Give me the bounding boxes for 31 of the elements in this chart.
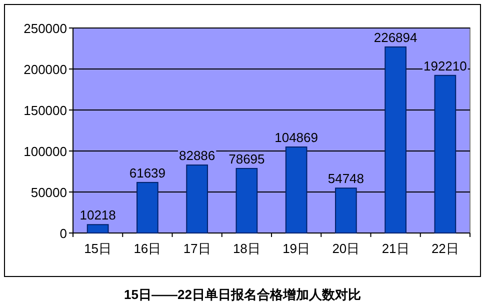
x-tick-label: 19日 (282, 241, 310, 256)
y-tick-label: 100000 (24, 144, 67, 159)
bar (434, 74, 456, 234)
x-tick-label: 16日 (134, 241, 162, 256)
y-tick-label: 50000 (30, 185, 67, 200)
data-label: 192210 (423, 58, 467, 74)
x-tick-label: 15日 (84, 241, 112, 256)
bar (236, 168, 258, 234)
data-label: 54748 (328, 171, 364, 186)
x-tick-label: 21日 (382, 241, 410, 256)
bar (285, 146, 308, 234)
bar (86, 224, 109, 234)
bar (384, 46, 406, 234)
y-tick-label: 150000 (24, 103, 67, 118)
data-label: 226894 (374, 30, 418, 45)
text: 15日——22日单日报名合格增加人数对比 (124, 287, 361, 302)
bar (136, 182, 158, 234)
y-tick-label: 250000 (24, 21, 67, 36)
bar (186, 164, 208, 234)
data-label: 61639 (129, 165, 166, 180)
x-tick-label: 18日 (232, 241, 260, 256)
x-tick-label: 20日 (332, 241, 360, 256)
data-label: 10218 (80, 208, 116, 223)
x-tick-label: 22日 (431, 241, 459, 256)
data-label: 82886 (178, 148, 216, 164)
y-tick-label: 200000 (24, 62, 67, 77)
data-label: 104869 (274, 130, 318, 146)
data-label: 78695 (228, 151, 265, 166)
bar (335, 188, 357, 234)
y-tick-label: 0 (60, 226, 67, 241)
x-tick-label: 17日 (183, 241, 211, 256)
